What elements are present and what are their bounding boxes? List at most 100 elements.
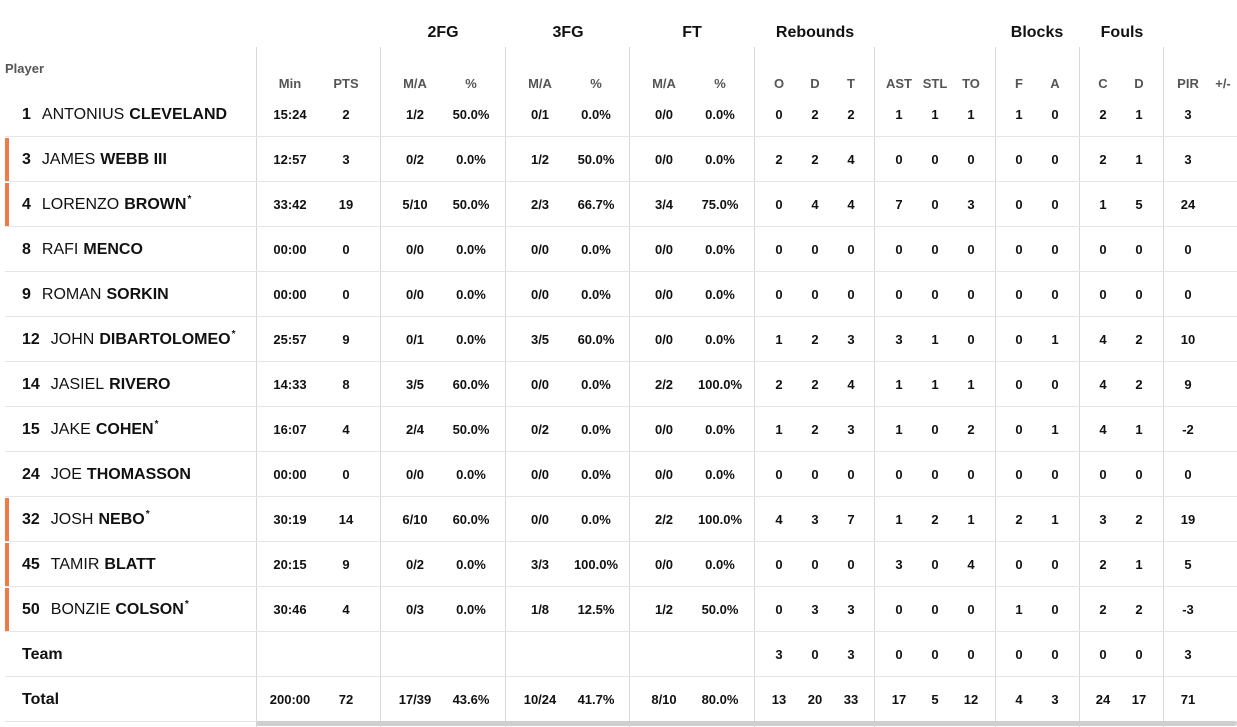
stat-reb-d: 0 [811, 557, 819, 572]
stat-reb-o: 3 [775, 647, 783, 662]
stat-fg3-ma: 0/0 [530, 467, 550, 482]
col-header-ft-ma: M/A [652, 76, 676, 91]
stat-blk-f: 0 [1015, 332, 1023, 347]
stat-foul-c: 0 [1099, 647, 1107, 662]
stat-blk-a: 0 [1051, 287, 1059, 302]
stat-to: 0 [967, 287, 975, 302]
stat-foul-c: 0 [1099, 467, 1107, 482]
stat-ft-pct: 50.0% [701, 602, 739, 617]
col-header-3fg-pct: % [590, 76, 602, 91]
player-last-name[interactable]: SORKIN [106, 285, 169, 303]
stat-pir: 3 [1184, 107, 1192, 122]
player-row[interactable]: 1 ANTONIUS CLEVELAND 15:24 2 1/2 50.0% 0/1 0.0% 0… [0, 92, 1237, 137]
player-last-name[interactable]: COLSON [115, 600, 184, 618]
stat-ft-ma: 0/0 [654, 422, 674, 437]
col-header-reb-o: O [773, 76, 785, 91]
stat-reb-t: 3 [847, 647, 855, 662]
col-header-reb-t: T [847, 76, 855, 91]
player-name-cell[interactable]: 50 BONZIE COLSON * [22, 587, 189, 632]
player-row[interactable]: 50 BONZIE COLSON * 30:46 4 0/3 0.0% 1/8 12.5% 1/2 5… [0, 587, 1237, 632]
player-name-cell[interactable]: 32 JOSH NEBO * [22, 497, 150, 542]
player-row[interactable]: 3 JAMES WEBB III 12:57 3 0/2 0.0% 1/2 50.0% 0/0 0.… [0, 137, 1237, 182]
player-number: 32 [22, 510, 40, 528]
stat-fg2-ma: 0/0 [405, 242, 425, 257]
stat-reb-d: 4 [811, 197, 819, 212]
player-last-name[interactable]: COHEN [95, 420, 154, 438]
stat-reb-t: 0 [847, 287, 855, 302]
stat-pts: 9 [342, 557, 350, 572]
horizontal-scrollbar[interactable] [256, 721, 1237, 726]
player-name-cell[interactable]: 12 JOHN DIBARTOLOMEO * [22, 317, 236, 362]
stat-pir: 0 [1184, 242, 1192, 257]
on-court-indicator [5, 498, 9, 541]
player-last-name[interactable]: RIVERO [109, 375, 171, 393]
player-name-cell[interactable]: 15 JAKE COHEN * [22, 407, 159, 452]
stat-fg2-ma: 17/39 [398, 692, 432, 707]
stat-to: 3 [967, 197, 975, 212]
stat-to: 2 [967, 422, 975, 437]
player-last-name[interactable]: NEBO [98, 510, 145, 528]
player-number: 3 [22, 150, 31, 168]
player-first-name: JOE [50, 465, 82, 483]
col-header-foul-c: C [1098, 76, 1108, 91]
stat-pir: 10 [1180, 332, 1196, 347]
stat-ast: 0 [895, 647, 903, 662]
stat-ft-ma: 0/0 [654, 152, 674, 167]
stat-pts: 4 [342, 602, 350, 617]
stat-fg3-ma: 0/0 [530, 242, 550, 257]
stat-fg3-pct: 0.0% [581, 467, 611, 482]
player-row[interactable]: 8 RAFI MENCO 00:00 0 0/0 0.0% 0/0 0.0% 0/0 0.0% 0 0 0… [0, 227, 1237, 272]
player-last-name[interactable]: BLATT [104, 555, 156, 573]
player-first-name: TAMIR [50, 555, 100, 573]
player-row[interactable]: 32 JOSH NEBO * 30:19 14 6/10 60.0% 0/0 0.0% 2/2 100… [0, 497, 1237, 542]
player-row[interactable]: 15 JAKE COHEN * 16:07 4 2/4 50.0% 0/2 0.0% 0/0 0.0%… [0, 407, 1237, 452]
stat-fg2-pct: 0.0% [456, 287, 486, 302]
starter-mark: * [184, 599, 189, 610]
stat-blk-a: 3 [1051, 692, 1059, 707]
player-last-name[interactable]: DIBARTOLOMEO [99, 330, 231, 348]
player-row[interactable]: 24 JOE THOMASSON 00:00 0 0/0 0.0% 0/0 0.0% 0/0 0.0… [0, 452, 1237, 497]
player-name-cell[interactable]: 1 ANTONIUS CLEVELAND [22, 92, 227, 137]
col-header-2fg-pct: % [465, 76, 477, 91]
stat-foul-c: 3 [1099, 512, 1107, 527]
player-name-cell[interactable]: 3 JAMES WEBB III [22, 137, 167, 182]
stat-fg3-pct: 0.0% [581, 287, 611, 302]
col-header-stl: STL [922, 76, 948, 91]
stat-blk-a: 0 [1051, 467, 1059, 482]
starter-mark: * [231, 329, 236, 340]
stat-to: 0 [967, 152, 975, 167]
stat-blk-a: 1 [1051, 512, 1059, 527]
player-row[interactable]: 4 LORENZO BROWN * 33:42 19 5/10 50.0% 2/3 66.7% 3/… [0, 182, 1237, 227]
player-name-cell[interactable]: 14 JASIEL RIVERO [22, 362, 171, 407]
player-name-cell[interactable]: 45 TAMIR BLATT [22, 542, 156, 587]
player-name-cell[interactable]: 9 ROMAN SORKIN [22, 272, 169, 317]
col-header-blk-f: F [1015, 76, 1023, 91]
stat-fg2-pct: 50.0% [452, 197, 490, 212]
stat-blk-f: 1 [1015, 602, 1023, 617]
player-row[interactable]: 12 JOHN DIBARTOLOMEO * 25:57 9 0/1 0.0% 3/5 60.0%… [0, 317, 1237, 362]
player-name-cell[interactable]: 8 RAFI MENCO [22, 227, 143, 272]
player-number: 4 [22, 195, 31, 213]
divider-after-3fg [629, 47, 630, 727]
player-row[interactable]: 9 ROMAN SORKIN 00:00 0 0/0 0.0% 0/0 0.0% 0/0 0.0% 0… [0, 272, 1237, 317]
player-last-name[interactable]: BROWN [124, 195, 187, 213]
stat-pir: 19 [1180, 512, 1196, 527]
player-name-cell[interactable]: 4 LORENZO BROWN * [22, 182, 191, 227]
stat-foul-c: 4 [1099, 377, 1107, 392]
stat-blk-a: 0 [1051, 377, 1059, 392]
player-last-name[interactable]: MENCO [83, 240, 143, 258]
player-last-name[interactable]: THOMASSON [86, 465, 191, 483]
stat-ft-pct: 0.0% [705, 287, 735, 302]
player-last-name[interactable]: WEBB III [100, 150, 167, 168]
stat-blk-f: 0 [1015, 287, 1023, 302]
player-row[interactable]: 14 JASIEL RIVERO 14:33 8 3/5 60.0% 0/0 0.0% 2/2 10… [0, 362, 1237, 407]
stat-blk-f: 0 [1015, 557, 1023, 572]
stat-blk-a: 0 [1051, 152, 1059, 167]
player-last-name[interactable]: CLEVELAND [129, 105, 228, 123]
stat-pts: 9 [342, 332, 350, 347]
stat-foul-c: 2 [1099, 107, 1107, 122]
stat-ast: 7 [895, 197, 903, 212]
player-name-cell[interactable]: 24 JOE THOMASSON [22, 452, 191, 497]
player-row[interactable]: 45 TAMIR BLATT 20:15 9 0/2 0.0% 3/3 100.0% 0/0 0.0… [0, 542, 1237, 587]
col-header-ft-pct: % [714, 76, 726, 91]
